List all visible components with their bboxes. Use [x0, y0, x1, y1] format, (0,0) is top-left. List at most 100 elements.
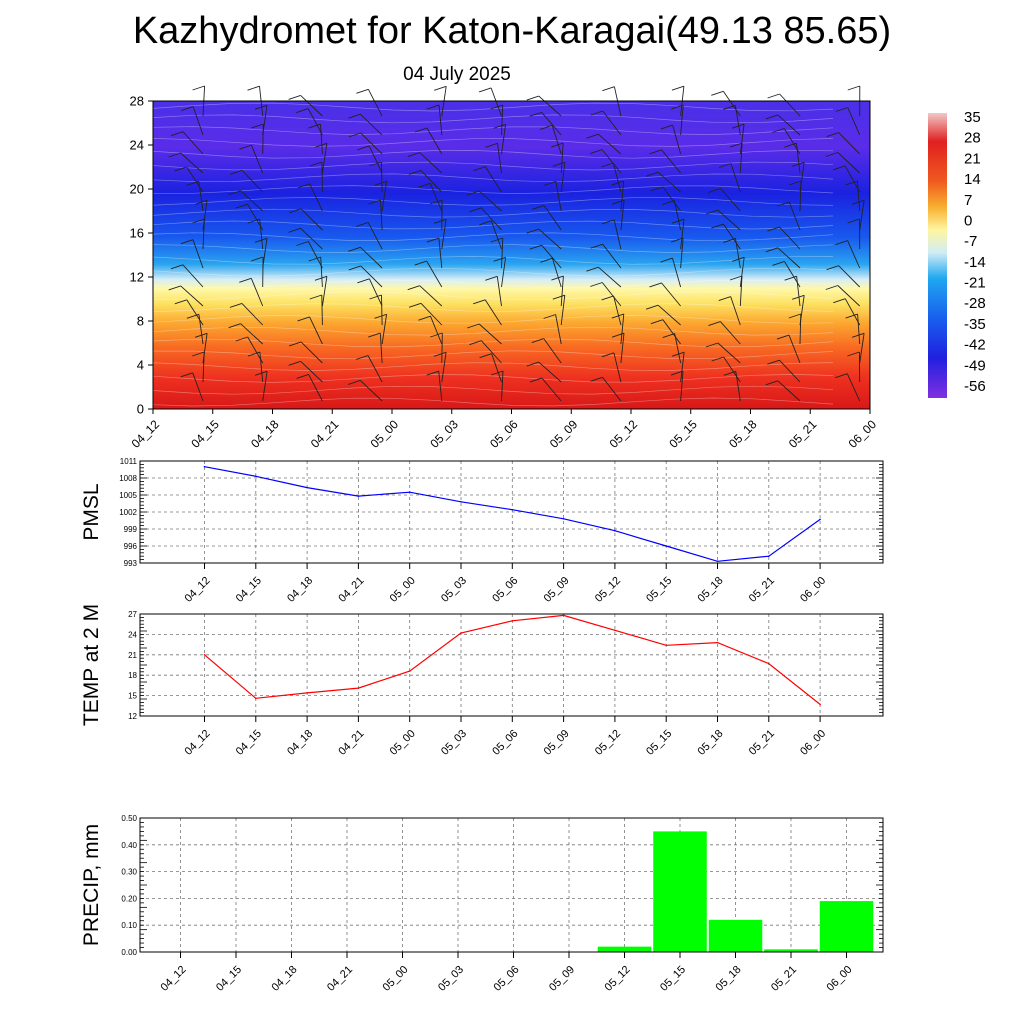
wind-barb-flag: [374, 313, 387, 319]
wind-barb-flag: [847, 218, 860, 224]
x-tick-label: 05_18: [696, 575, 726, 605]
x-tick-label: 05_21: [769, 964, 799, 994]
wind-barb: [672, 257, 682, 288]
x-tick-label: 05_00: [388, 575, 418, 605]
wind-barb: [202, 200, 208, 231]
wind-barb-flag: [469, 207, 482, 213]
wind-barb: [262, 371, 268, 402]
y-tick-label: 1011: [120, 457, 138, 466]
wind-barb: [300, 95, 323, 117]
wind-barb-flag: [170, 264, 184, 270]
wind-barb-flag: [611, 313, 624, 319]
contour-line: [152, 244, 834, 253]
wind-barb-flag: [531, 204, 545, 210]
colorbar-tick-label: 28: [964, 130, 981, 147]
wind-barb-flag: [235, 336, 248, 342]
wind-barb-flag: [552, 294, 565, 300]
wind-barb-flag: [776, 334, 790, 340]
wind-barb-flag: [374, 180, 387, 186]
wind-barb: [838, 132, 861, 155]
wind-barb-flag: [314, 142, 328, 148]
wind-barb: [250, 278, 264, 307]
wind-barb-flag: [235, 203, 248, 209]
wind-barb: [359, 380, 383, 402]
wind-barb-flag: [589, 149, 603, 155]
wind-barb-flag: [357, 278, 370, 284]
wind-barb-flag: [309, 294, 322, 300]
wind-barb: [490, 87, 502, 117]
wind-barb-flag: [765, 114, 778, 120]
x-tick-label: 05_06: [490, 575, 520, 605]
wind-barb: [192, 372, 204, 402]
wind-barb-flag: [296, 373, 309, 379]
cross-section-x-tick-label: 05_09: [547, 417, 581, 451]
x-tick-label: 05_18: [696, 728, 726, 758]
wind-barb-flag: [765, 247, 778, 253]
wind-barb-flag: [767, 359, 780, 365]
x-tick-label: 06_00: [825, 964, 855, 994]
wind-barb-flag: [784, 142, 797, 148]
wind-barb: [438, 105, 443, 136]
wind-barb: [368, 278, 383, 307]
wind-barb: [300, 227, 323, 250]
wind-barb-flag: [288, 94, 301, 100]
wind-barb: [739, 124, 745, 155]
wind-barb-flag: [526, 95, 539, 101]
wind-barb: [730, 163, 741, 193]
wind-barb-flag: [485, 275, 498, 281]
wind-barb: [186, 166, 204, 193]
contour-line: [152, 232, 834, 242]
wind-barb: [484, 299, 502, 326]
wind-barb: [501, 124, 507, 155]
wind-barb-flag: [229, 302, 243, 308]
wind-barb: [859, 333, 865, 364]
wind-barb-flag: [529, 244, 542, 250]
y-tick-label: 1005: [119, 491, 137, 500]
wind-barb: [379, 333, 383, 364]
wind-barb-flag: [649, 149, 662, 155]
wind-barb-flag: [314, 275, 328, 281]
wind-barb: [784, 261, 801, 288]
wind-barb-flag: [296, 108, 309, 114]
precip-bar: [708, 919, 763, 952]
wind-barb: [680, 352, 685, 383]
wind-barb: [551, 125, 562, 155]
wind-barb: [717, 209, 741, 231]
wind-barb-flag: [529, 111, 542, 117]
colorbar-tick-label: -35: [964, 316, 986, 333]
wind-barb: [202, 333, 208, 364]
data-point: [716, 560, 719, 563]
wind-barb: [182, 264, 204, 288]
wind-barb: [722, 91, 741, 117]
wind-barb-flag: [369, 161, 382, 167]
wind-barb: [380, 199, 383, 231]
wind-barb-flag: [835, 373, 848, 379]
contour-line: [152, 256, 834, 265]
wind-barb: [560, 162, 566, 193]
wind-barb-flag: [168, 152, 181, 158]
wind-barb: [680, 371, 684, 402]
y-tick-label: 15: [128, 692, 137, 701]
wind-barb: [620, 181, 625, 212]
wind-barb-flag: [308, 256, 321, 262]
wind-barb: [739, 257, 745, 288]
wind-barb-flag: [192, 218, 205, 224]
data-point: [203, 465, 206, 468]
cross-section-y-tick-label: 24: [130, 138, 144, 153]
data-point: [562, 614, 565, 617]
wind-barb: [320, 256, 323, 288]
x-tick-label: 05_15: [644, 728, 674, 758]
wind-barb: [307, 108, 323, 136]
wind-barb: [501, 237, 504, 269]
cross-section-x-tick-label: 05_03: [427, 417, 461, 451]
data-point: [716, 641, 719, 644]
wind-barb-flag: [601, 162, 614, 168]
wind-barb-flag: [407, 152, 420, 158]
colorbar-tick-label: 35: [964, 109, 981, 126]
wind-barb-flag: [254, 370, 268, 376]
x-tick-label: 05_12: [593, 728, 623, 758]
wind-barb: [602, 110, 622, 136]
wind-barb: [717, 342, 741, 364]
wind-barb-flag: [426, 370, 439, 376]
wind-barb-flag: [772, 128, 785, 133]
